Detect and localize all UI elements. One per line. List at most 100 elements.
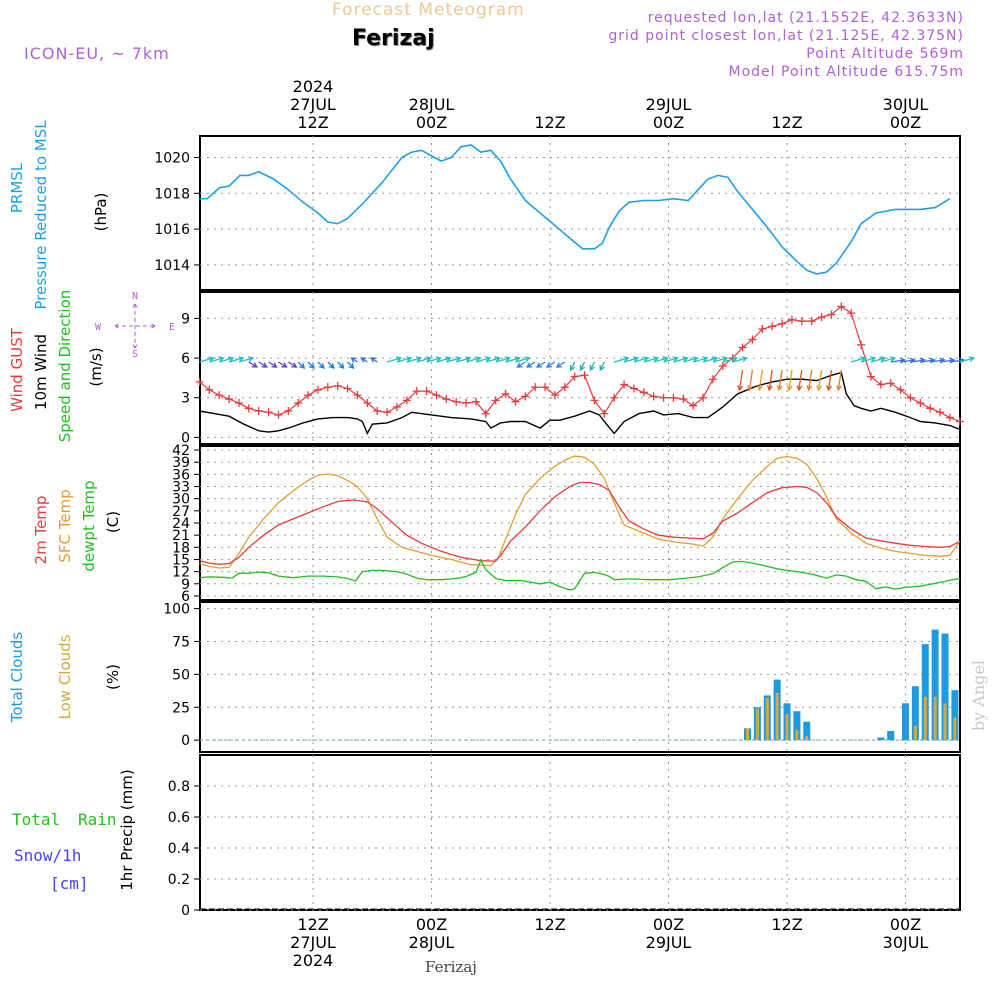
temperature-ytick-label: 24 <box>172 516 190 532</box>
temperature-ytick-label: 39 <box>172 455 190 471</box>
precip-ytick-label: 0.2 <box>168 872 190 888</box>
wind-direction-arrow <box>589 361 596 372</box>
top-time-label: 2024 <box>293 77 334 96</box>
wind-direction-arrow <box>465 356 482 363</box>
clouds-ytick-label: 75 <box>172 634 190 650</box>
dewpt-temp-label: dewpt Temp <box>80 480 98 571</box>
pressure-label-msl: Pressure Reduced to MSL <box>32 120 50 310</box>
wind-direction-arrow <box>347 361 355 369</box>
wind-direction-arrow <box>786 369 793 392</box>
gust-marker <box>541 383 550 392</box>
clouds-ytick-label: 50 <box>172 667 190 683</box>
wind-direction-arrow <box>776 369 783 392</box>
wind-direction-arrow <box>426 356 442 363</box>
gust-marker <box>817 313 826 322</box>
compass-south: S <box>132 349 138 360</box>
wind-direction-arrow <box>238 356 255 363</box>
wind-direction-arrow <box>350 357 358 363</box>
top-time-label: 27JUL <box>290 95 336 114</box>
wind-direction-arrow <box>268 361 278 368</box>
gust-marker <box>511 397 520 406</box>
wind-direction-arrow <box>722 356 739 363</box>
gust-marker <box>550 391 559 400</box>
gust-marker <box>866 372 875 381</box>
gust-marker <box>708 375 717 384</box>
wind-direction-arrow <box>816 369 823 392</box>
wind-direction-arrow <box>683 356 699 363</box>
low-cloud-bar <box>923 696 927 741</box>
dewpt-temp-line <box>199 558 960 591</box>
wind-direction-arrow <box>860 356 877 363</box>
gust-marker <box>896 385 905 394</box>
bottom-time-label: 12Z <box>771 915 802 934</box>
gust-marker <box>521 392 530 401</box>
bottom-time-label: 00Z <box>416 915 447 934</box>
wind-direction-arrow <box>297 361 306 369</box>
gust-marker <box>699 393 708 402</box>
gust-marker <box>452 397 461 406</box>
temperature-ytick-label: 15 <box>172 552 190 568</box>
wind-direction-arrow <box>880 356 897 363</box>
top-time-label: 28JUL <box>409 95 455 114</box>
gust-marker <box>639 388 648 397</box>
gust-marker <box>738 343 747 352</box>
wind-direction-arrow <box>732 356 748 363</box>
wind-direction-arrow <box>475 356 492 363</box>
total-cloud-bar <box>887 730 895 741</box>
gust-marker <box>857 340 866 349</box>
gust-marker <box>491 396 500 405</box>
wind-direction-arrow <box>199 356 215 363</box>
gust-marker <box>392 402 401 411</box>
wind-ytick-label: 0 <box>181 430 190 446</box>
wind-direction-arrow <box>386 356 403 363</box>
wind-direction-arrow <box>806 369 813 392</box>
wind-direction-arrow <box>505 356 521 363</box>
precip-ytick-label: 0.8 <box>168 779 190 795</box>
wind-direction-arrow <box>653 356 669 363</box>
sfc-temp-line <box>199 455 961 569</box>
total-cloud-bar <box>877 737 885 741</box>
bottom-time-label: 28JUL <box>409 933 455 952</box>
wind-direction-arrow <box>673 356 689 363</box>
total-cloud-bar <box>951 690 959 741</box>
footer-station: Ferizaj <box>425 958 477 976</box>
wind-direction-arrow <box>360 357 368 363</box>
precip-unit-label: 1hr Precip (mm) <box>118 769 136 890</box>
gust-marker <box>481 409 490 418</box>
gust-marker <box>363 399 372 408</box>
gust-marker <box>412 387 421 396</box>
station-name: Ferizaj <box>352 26 435 51</box>
sfc-temp-label: SFC Temp <box>56 489 74 562</box>
wind-direction-arrow <box>258 361 268 368</box>
gust-marker <box>294 399 303 408</box>
rain-total-label: Total <box>12 810 60 829</box>
top-time-label: 12Z <box>771 113 802 132</box>
wind-direction-arrow <box>535 361 546 368</box>
gust-marker <box>225 395 234 404</box>
gust-marker <box>353 391 362 400</box>
wind-direction-arrow <box>579 361 586 372</box>
wind-direction-arrow <box>643 356 660 363</box>
wind-direction-arrow <box>526 361 536 368</box>
bottom-time-label: 30JUL <box>883 933 929 952</box>
wind-direction-arrow <box>747 369 754 392</box>
wind-direction-arrow <box>396 356 413 363</box>
low-cloud-bar <box>785 713 789 741</box>
gust-marker <box>610 393 619 402</box>
total-cloud-bar <box>803 721 811 741</box>
total-cloud-bar <box>911 686 919 741</box>
pressure-ytick-label: 1016 <box>154 222 190 238</box>
gust-marker <box>501 389 510 398</box>
wind-direction-arrow <box>370 357 378 363</box>
credit-text: by Angel <box>969 660 988 732</box>
wind-10m-line <box>199 371 961 436</box>
gust-marker <box>876 380 885 389</box>
gust-marker <box>807 317 816 326</box>
clouds-ytick-label: 100 <box>163 602 190 618</box>
model-name: ICON-EU, ~ 7km <box>24 44 170 63</box>
gust-marker <box>343 384 352 393</box>
low-cloud-bar <box>805 736 809 741</box>
wind-direction-arrow <box>663 356 679 363</box>
wind-direction-arrow <box>446 356 462 363</box>
wind-direction-arrow <box>515 356 531 363</box>
